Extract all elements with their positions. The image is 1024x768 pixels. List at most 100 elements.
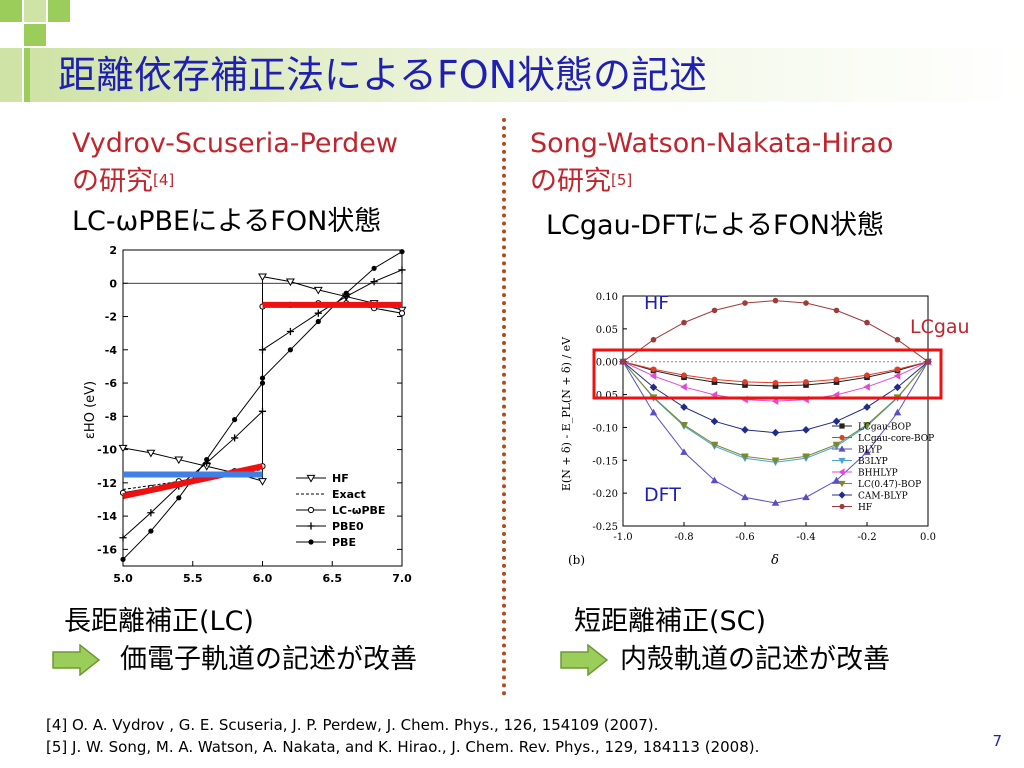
right-series-2-point [710, 476, 719, 484]
left-subheading: LC-ωPBEによるFON状態 [72, 206, 382, 237]
right-legend-marker [838, 480, 846, 488]
right-bottom-title: 短距離補正(SC) [574, 606, 767, 637]
left-chart-ytick-label: 0 [109, 277, 117, 290]
left-chart-ytick-label: -10 [97, 444, 117, 457]
annot-dft: DFT [644, 484, 681, 506]
left-legend-label: LC-ωPBE [332, 504, 385, 517]
right-series-1-point [711, 376, 718, 383]
left-series-0-point [118, 444, 128, 453]
reference-4: [4] O. A. Vydrov , G. E. Scuseria, J. P.… [46, 716, 659, 734]
right-bottom-text: 内殻軌道の記述が改善 [620, 644, 890, 675]
right-series-2-point [649, 408, 658, 416]
title-bar [30, 48, 1024, 102]
right-legend-label: LCgau-core-BOP [858, 434, 934, 444]
left-legend-label: HF [332, 472, 349, 485]
left-series-3-point [258, 346, 267, 354]
left-heading-authors: Vydrov-Scuseria-Perdew [72, 128, 398, 159]
reference-5: [5] J. W. Song, M. A. Watson, A. Nakata,… [46, 738, 760, 756]
right-legend-marker [839, 423, 845, 429]
right-chart-ytick-label: -0.10 [592, 423, 618, 434]
left-series-0-point [313, 286, 323, 295]
left-bottom-text: 価電子軌道の記述が改善 [120, 644, 417, 675]
left-series-3-point [398, 266, 406, 274]
annot-lcgau: LCgau [910, 316, 970, 338]
right-chart-ytick-label: -0.20 [592, 489, 618, 500]
right-series-4-point [893, 372, 901, 380]
left-chart-ytick-label: -14 [97, 510, 117, 523]
left-series-4-point [176, 495, 182, 501]
right-series-5-point [680, 422, 688, 429]
left-legend-marker [306, 474, 316, 483]
left-series-4-point [315, 318, 321, 325]
left-chart-xtick-label: 5.0 [113, 572, 133, 585]
right-series-1-point [894, 366, 901, 373]
left-series-4-point [120, 556, 126, 562]
right-series-5-point [741, 453, 749, 461]
left-chart-ytick-label: -2 [105, 311, 117, 324]
right-series-7-point [772, 297, 779, 304]
left-chart-xtick-label: 7.0 [392, 572, 412, 585]
right-series-1-point [833, 376, 840, 383]
right-series-7-point [894, 336, 901, 343]
right-series-7-point [833, 307, 840, 314]
slide-title: 距離依存補正法によるFON状態の記述 [58, 53, 708, 97]
left-series-0-point [258, 478, 267, 486]
left-chart-xtick-label: 5.5 [183, 572, 203, 585]
left-series-3-point [119, 534, 127, 542]
left-chart-ytick-label: -4 [105, 344, 118, 357]
left-series-4-point [371, 265, 377, 271]
left-series-4-point [148, 528, 154, 534]
right-legend-marker [838, 457, 846, 465]
left-legend-marker [307, 522, 315, 530]
right-legend-label: CAM-BLYP [858, 492, 908, 502]
page-number: 7 [992, 732, 1002, 750]
right-series-7-point [742, 300, 748, 306]
left-bottom-title: 長距離補正(LC) [64, 606, 254, 637]
right-chart-xtick-label: 0.0 [920, 532, 936, 543]
left-series-0-point [146, 449, 156, 458]
right-subheading: LCgau-DFTによるFON状態 [546, 210, 884, 241]
left-series-3-point [258, 407, 267, 415]
right-chart-xlabel: δ [771, 553, 779, 568]
left-ref-marker: [4] [153, 171, 175, 189]
column-divider [502, 118, 506, 696]
left-series-0-point [258, 273, 267, 282]
right-legend-marker [838, 468, 845, 476]
right-series-4-point [649, 372, 657, 380]
right-series-2-point [863, 448, 871, 455]
left-chart-ytick-label: -6 [105, 377, 118, 390]
right-series-7-point [620, 358, 626, 365]
right-series-2-point [741, 493, 749, 501]
right-series-2-point [893, 408, 902, 416]
right-series-2-point [680, 448, 688, 455]
left-series-3-point [147, 509, 155, 517]
right-series-1-point [772, 379, 779, 386]
right-ref-marker: [5] [611, 171, 633, 189]
left-series-4-point [287, 347, 293, 353]
right-series-4-point [863, 383, 870, 391]
left-series-3-point [370, 278, 378, 286]
left-chart-xtick-label: 6.5 [323, 572, 343, 585]
arrow-right-icon [560, 644, 608, 676]
annot-hf: HF [644, 292, 670, 314]
left-chart-xtick-label: 6.0 [253, 572, 273, 585]
left-chart-ytick-label: 2 [109, 244, 117, 257]
right-series-7-point [803, 300, 809, 306]
right-chart-frame [622, 295, 929, 527]
right-series-1-point [864, 372, 870, 378]
left-series-4-point [259, 375, 266, 381]
left-heading-study-text: の研究 [72, 166, 153, 197]
left-series-4-point [399, 249, 405, 255]
left-series-3-point [286, 327, 294, 336]
right-chart-ytick-label: -0.25 [592, 522, 618, 533]
left-series-3-point [314, 309, 322, 317]
right-chart-ytick-label: 0.10 [596, 292, 618, 303]
right-series-5-point [771, 457, 780, 465]
right-chart-xtick-label: -1.0 [613, 532, 632, 543]
right-series-7-point [864, 319, 870, 326]
right-heading-study-text: の研究 [530, 166, 611, 197]
right-series-0-point [803, 382, 809, 388]
right-series-1-point [803, 379, 809, 385]
right-series-5-point [832, 441, 841, 449]
right-series-4-point [680, 383, 687, 391]
